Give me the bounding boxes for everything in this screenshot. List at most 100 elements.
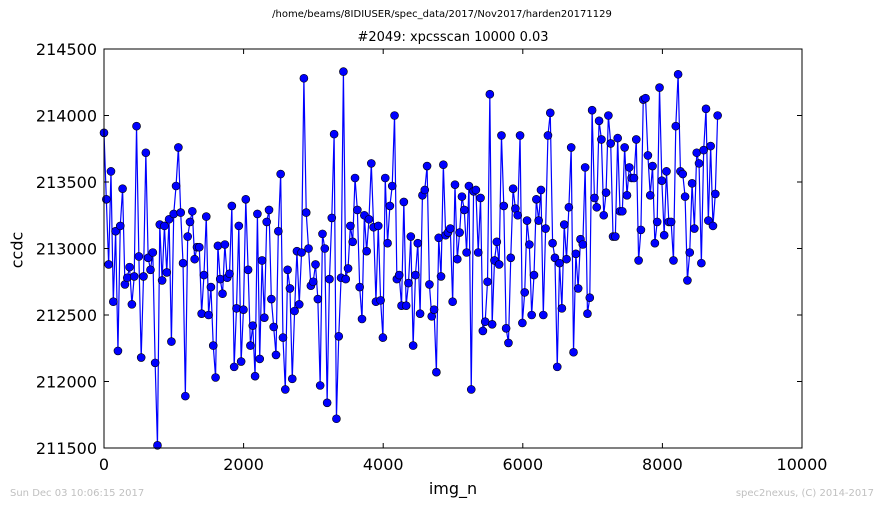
data-point bbox=[162, 268, 172, 277]
data-point bbox=[678, 169, 688, 179]
data-point bbox=[171, 181, 181, 191]
data-point bbox=[557, 304, 567, 313]
data-point bbox=[327, 213, 337, 223]
data-point bbox=[341, 274, 351, 284]
data-point bbox=[629, 173, 639, 183]
data-point bbox=[436, 272, 446, 281]
data-point bbox=[287, 374, 297, 384]
data-point bbox=[429, 305, 439, 314]
data-point bbox=[325, 274, 334, 284]
data-point bbox=[176, 208, 185, 217]
data-point bbox=[264, 205, 274, 215]
data-point bbox=[536, 185, 546, 195]
data-point bbox=[641, 93, 650, 103]
data-point bbox=[455, 228, 464, 237]
data-point bbox=[332, 414, 341, 424]
data-point bbox=[383, 238, 392, 248]
data-point bbox=[339, 67, 348, 76]
data-point bbox=[618, 206, 627, 216]
x-tick-label: 8000 bbox=[642, 455, 683, 474]
data-point bbox=[604, 111, 613, 120]
data-point bbox=[178, 258, 188, 268]
data-point bbox=[188, 206, 197, 216]
data-point bbox=[320, 244, 330, 253]
data-point bbox=[624, 163, 634, 172]
data-point bbox=[648, 161, 657, 171]
data-point bbox=[527, 310, 536, 320]
data-point bbox=[706, 141, 715, 151]
data-point bbox=[650, 238, 660, 248]
data-point bbox=[376, 296, 385, 305]
data-point bbox=[260, 313, 269, 322]
data-point bbox=[478, 326, 488, 336]
data-point bbox=[357, 314, 367, 324]
data-point bbox=[104, 260, 113, 269]
data-point bbox=[169, 209, 179, 219]
footer-credit: spec2nexus, (C) 2014-2017 bbox=[735, 488, 874, 499]
data-point bbox=[301, 208, 311, 217]
data-point bbox=[294, 300, 304, 309]
x-axis-label: img_n bbox=[428, 479, 478, 498]
data-point bbox=[255, 354, 265, 364]
y-tick-label: 213000 bbox=[36, 240, 97, 259]
data-point bbox=[690, 224, 699, 233]
data-point bbox=[562, 254, 571, 264]
data-point bbox=[329, 129, 339, 139]
data-point bbox=[659, 230, 669, 240]
data-point bbox=[139, 272, 148, 281]
data-point bbox=[283, 265, 292, 275]
data-point bbox=[504, 338, 513, 348]
data-point bbox=[643, 151, 653, 160]
data-point bbox=[548, 238, 557, 248]
data-point bbox=[299, 73, 309, 83]
data-point bbox=[269, 322, 278, 332]
data-point bbox=[450, 180, 460, 189]
data-point bbox=[153, 441, 162, 450]
ticks-layer: 0 2000 4000 6000 8000 10000 211500 212000 212500… bbox=[36, 40, 828, 474]
data-point bbox=[148, 248, 158, 257]
data-point bbox=[241, 194, 251, 204]
data-point bbox=[334, 331, 344, 341]
y-tick-label: 212000 bbox=[36, 373, 97, 392]
data-point bbox=[585, 293, 595, 303]
data-point bbox=[129, 272, 139, 281]
data-point bbox=[415, 309, 425, 318]
axes-frame bbox=[103, 48, 803, 449]
data-point bbox=[476, 193, 485, 203]
data-point bbox=[243, 265, 253, 275]
data-point bbox=[538, 310, 548, 320]
data-point bbox=[713, 111, 722, 120]
data-point bbox=[276, 169, 285, 179]
data-point bbox=[587, 105, 597, 115]
data-point bbox=[304, 244, 313, 253]
data-point bbox=[634, 256, 643, 265]
data-point bbox=[534, 216, 543, 225]
data-point bbox=[666, 217, 676, 227]
data-point bbox=[232, 304, 241, 313]
data-point bbox=[543, 131, 553, 140]
data-point bbox=[355, 282, 364, 292]
data-point bbox=[613, 133, 622, 143]
data-point bbox=[195, 242, 204, 252]
data-point bbox=[708, 221, 718, 231]
data-point bbox=[380, 173, 390, 183]
data-point bbox=[432, 367, 441, 377]
data-point bbox=[229, 362, 239, 372]
data-point bbox=[601, 188, 611, 197]
data-point bbox=[452, 254, 462, 264]
data-point bbox=[701, 104, 711, 114]
y-axis-label: ccdc bbox=[7, 231, 27, 269]
data-point bbox=[636, 225, 646, 235]
data-point bbox=[408, 341, 418, 350]
data-point bbox=[311, 260, 320, 269]
data-point bbox=[239, 305, 248, 314]
y-tick-label: 211500 bbox=[36, 439, 97, 458]
data-point bbox=[506, 253, 516, 263]
data-point bbox=[697, 258, 706, 268]
chart-title: #2049: xpcsscan 10000 0.03 bbox=[357, 30, 549, 45]
data-point bbox=[322, 398, 332, 408]
data-point bbox=[373, 221, 383, 231]
data-point bbox=[227, 201, 237, 211]
x-tick-label: 0 bbox=[99, 455, 109, 474]
data-point bbox=[606, 139, 616, 148]
